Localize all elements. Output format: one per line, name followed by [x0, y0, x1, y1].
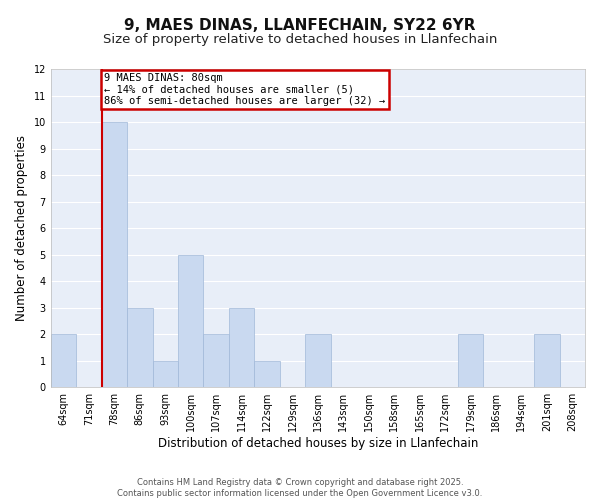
Bar: [254, 360, 280, 387]
Text: Size of property relative to detached houses in Llanfechain: Size of property relative to detached ho…: [103, 32, 497, 46]
Y-axis label: Number of detached properties: Number of detached properties: [15, 135, 28, 321]
Bar: [458, 334, 483, 387]
Bar: [203, 334, 229, 387]
Bar: [51, 334, 76, 387]
Bar: [534, 334, 560, 387]
Text: 9, MAES DINAS, LLANFECHAIN, SY22 6YR: 9, MAES DINAS, LLANFECHAIN, SY22 6YR: [124, 18, 476, 32]
Bar: [305, 334, 331, 387]
Text: 9 MAES DINAS: 80sqm
← 14% of detached houses are smaller (5)
86% of semi-detache: 9 MAES DINAS: 80sqm ← 14% of detached ho…: [104, 73, 385, 106]
Bar: [101, 122, 127, 387]
Bar: [229, 308, 254, 387]
Bar: [152, 360, 178, 387]
X-axis label: Distribution of detached houses by size in Llanfechain: Distribution of detached houses by size …: [158, 437, 478, 450]
Text: Contains HM Land Registry data © Crown copyright and database right 2025.
Contai: Contains HM Land Registry data © Crown c…: [118, 478, 482, 498]
Bar: [178, 254, 203, 387]
Bar: [127, 308, 152, 387]
